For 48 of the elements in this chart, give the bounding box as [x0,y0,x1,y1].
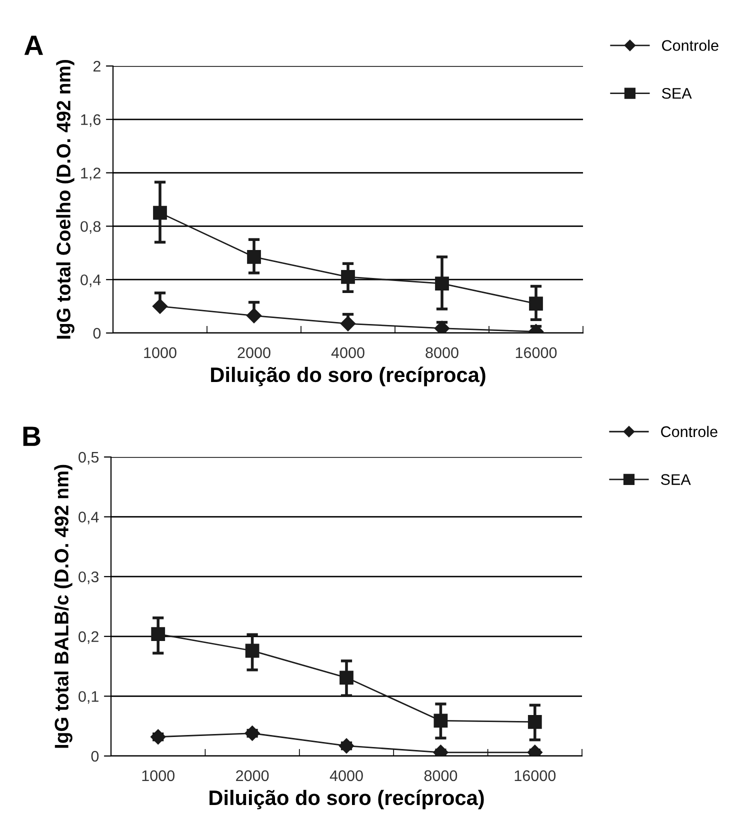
point [245,644,260,658]
point [528,714,542,729]
y-tick-label: 0 [91,750,99,762]
legend-label: SEA [660,474,691,485]
point [244,726,260,741]
point [341,270,355,284]
y-tick-label: 0 [93,328,101,339]
y-axis-title: IgG total BALB/c (D.O. 492 nm) [54,464,72,748]
y-tick-label: 0,5 [78,452,99,464]
y-tick-label: 0,1 [78,691,98,704]
point [247,250,261,264]
y-tick-label: 2 [93,60,100,72]
x-tick-label: 1000 [144,347,176,358]
point [340,316,356,332]
x-tick-label: 4000 [331,347,364,358]
y-tick-label: 0,4 [80,274,101,288]
y-tick-label: 0,8 [80,221,101,234]
y-tick-label: 0,4 [78,512,99,524]
point [338,738,354,754]
legend-label: SEA [662,88,692,99]
point [434,714,448,728]
point [150,729,166,744]
y-tick-label: 1,2 [81,168,100,180]
legend-label: Controle [662,40,718,51]
point [435,276,449,291]
x-tick-label: 8000 [426,347,458,358]
x-tick-label: 2000 [236,770,269,782]
x-tick-label: 16000 [516,347,557,358]
x-tick-label: 2000 [238,347,270,358]
point [340,670,354,685]
x-tick-label: 16000 [514,770,556,782]
point [246,308,262,324]
chart-title: A [24,36,44,55]
point [152,298,168,314]
x-tick-label: 8000 [424,770,458,782]
point [529,296,543,311]
y-axis-title: IgG total Coelho (D.O. 492 nm) [56,60,74,339]
point [153,206,167,220]
x-tick-label: 1000 [142,770,174,782]
y-tick-label: 0,2 [78,631,98,644]
y-tick-label: 1,6 [81,114,101,127]
x-axis-title: Diluição do soro (recíproca) [210,790,484,810]
point [151,627,166,641]
chart-title: B [23,426,40,446]
legend-label: Controle [661,426,718,438]
x-tick-label: 4000 [330,770,363,782]
y-tick-label: 0,3 [78,571,99,584]
x-axis-title: Diluição do soro (recíproca) [211,366,486,386]
